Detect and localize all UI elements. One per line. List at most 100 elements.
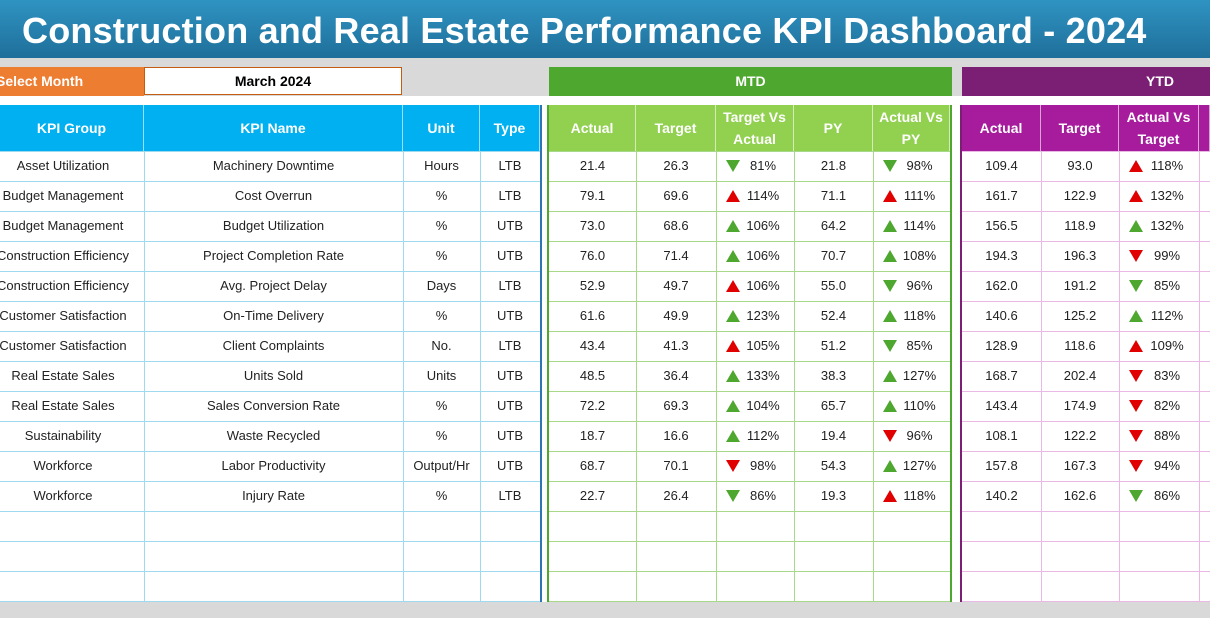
cell-mtd-target: 41.3	[663, 338, 689, 353]
cell-tva-value: 114%	[746, 188, 780, 203]
cell-mtd-actual: 72.2	[579, 398, 606, 413]
row-divider	[0, 211, 540, 212]
cell-name: Budget Utilization	[222, 218, 325, 233]
cell-ytd-actual: 143.4	[985, 398, 1018, 413]
arrow-up-icon	[726, 250, 740, 262]
row-divider	[0, 331, 540, 332]
cell-avp: 96%	[873, 421, 950, 451]
cell-unit: %	[435, 488, 448, 503]
row-divider	[549, 181, 950, 182]
cell-avp-value: 96%	[906, 278, 933, 293]
cell-avp: 114%	[873, 211, 950, 241]
cell-unit: %	[435, 248, 448, 263]
cell-ytd-actual: 168.7	[985, 368, 1018, 383]
row-divider	[0, 271, 540, 272]
cell-tva-value: 112%	[746, 428, 780, 443]
cell-yav-value: 82%	[1153, 398, 1181, 413]
arrow-down-icon	[1129, 400, 1143, 412]
cell-avp: 111%	[873, 181, 950, 211]
arrow-down-icon	[1129, 430, 1143, 442]
arrow-up-icon	[726, 310, 740, 322]
cell-avp-value: 111%	[903, 188, 936, 203]
arrow-down-icon	[726, 460, 740, 472]
cell-avp: 118%	[873, 481, 950, 511]
arrow-up-icon	[1129, 340, 1143, 352]
cell-yav: 86%	[1119, 481, 1199, 511]
cell-unit: No.	[431, 338, 452, 353]
row-divider	[0, 241, 540, 242]
row-divider	[549, 331, 950, 332]
arrow-up-icon	[726, 430, 740, 442]
cell-mtd-actual: 68.7	[579, 458, 606, 473]
row-divider	[962, 361, 1210, 362]
col-header-mtd-actual: Actual	[549, 105, 636, 151]
cell-group: Workforce	[33, 488, 93, 503]
cell-mtd-actual: 79.1	[579, 188, 606, 203]
cell-mtd-actual: 22.7	[579, 488, 606, 503]
arrow-up-icon	[883, 490, 897, 502]
column-divider	[480, 151, 481, 602]
cell-avp: 127%	[873, 361, 950, 391]
arrow-up-icon	[726, 400, 740, 412]
cell-py: 21.8	[820, 158, 847, 173]
cell-yav-value: 86%	[1153, 488, 1181, 503]
cell-mtd-actual: 48.5	[579, 368, 606, 383]
cell-tva-value: 104%	[746, 398, 780, 413]
cell-ytd-target: 202.4	[1063, 368, 1097, 383]
cell-ytd-actual: 161.7	[985, 188, 1018, 203]
cell-mtd-target: 69.3	[663, 398, 689, 413]
col-header-ytd-extra	[1199, 105, 1210, 151]
cell-yav-value: 83%	[1153, 368, 1181, 383]
cell-yav: 132%	[1119, 211, 1199, 241]
row-divider	[962, 211, 1210, 212]
cell-mtd-actual: 21.4	[579, 158, 606, 173]
arrow-up-icon	[1129, 190, 1143, 202]
month-selector[interactable]: March 2024	[144, 67, 402, 95]
cell-type: LTB	[498, 278, 522, 293]
row-divider	[962, 541, 1210, 542]
cell-group: Real Estate Sales	[11, 368, 115, 383]
row-divider	[962, 571, 1210, 572]
cell-py: 65.7	[820, 398, 847, 413]
cell-group: Real Estate Sales	[11, 398, 115, 413]
row-divider	[962, 181, 1210, 182]
col-header-mtd-actual-vs-py: Actual Vs PY	[873, 105, 950, 151]
cell-group: Budget Management	[2, 218, 124, 233]
row-divider	[549, 301, 950, 302]
cell-ytd-actual: 194.3	[985, 248, 1018, 263]
column-divider	[873, 151, 874, 602]
col-header-ytd-actual-vs-target: Actual Vs Target	[1119, 105, 1199, 151]
cell-tva-value: 106%	[746, 278, 780, 293]
cell-yav: 132%	[1119, 181, 1199, 211]
cell-name: Project Completion Rate	[203, 248, 344, 263]
cell-name: Waste Recycled	[226, 428, 321, 443]
cell-yav-value: 94%	[1153, 458, 1181, 473]
cell-avp: 96%	[873, 271, 950, 301]
col-header-kpi-name: KPI Name	[144, 105, 403, 151]
row-divider	[0, 511, 540, 512]
row-divider	[962, 331, 1210, 332]
cell-mtd-target: 49.9	[663, 308, 689, 323]
cell-avp: 108%	[873, 241, 950, 271]
cell-avp: 85%	[873, 331, 950, 361]
cell-unit: %	[435, 398, 448, 413]
cell-unit: %	[435, 428, 448, 443]
column-divider	[794, 151, 795, 602]
row-divider	[0, 151, 540, 152]
arrow-up-icon	[726, 370, 740, 382]
cell-tva-value: 123%	[746, 308, 780, 323]
arrow-up-icon	[726, 280, 740, 292]
cell-mtd-target: 16.6	[663, 428, 689, 443]
row-divider	[549, 511, 950, 512]
row-divider	[962, 421, 1210, 422]
ytd-panel-border-left	[960, 105, 962, 602]
cell-unit: Output/Hr	[413, 458, 470, 473]
arrow-up-icon	[883, 220, 897, 232]
cell-avp: 110%	[873, 391, 950, 421]
cell-py: 51.2	[820, 338, 847, 353]
cell-tva: 106%	[716, 211, 794, 241]
cell-tva-value: 106%	[746, 248, 780, 263]
cell-tva-value: 106%	[746, 218, 780, 233]
cell-ytd-actual: 156.5	[985, 218, 1018, 233]
row-divider	[962, 241, 1210, 242]
